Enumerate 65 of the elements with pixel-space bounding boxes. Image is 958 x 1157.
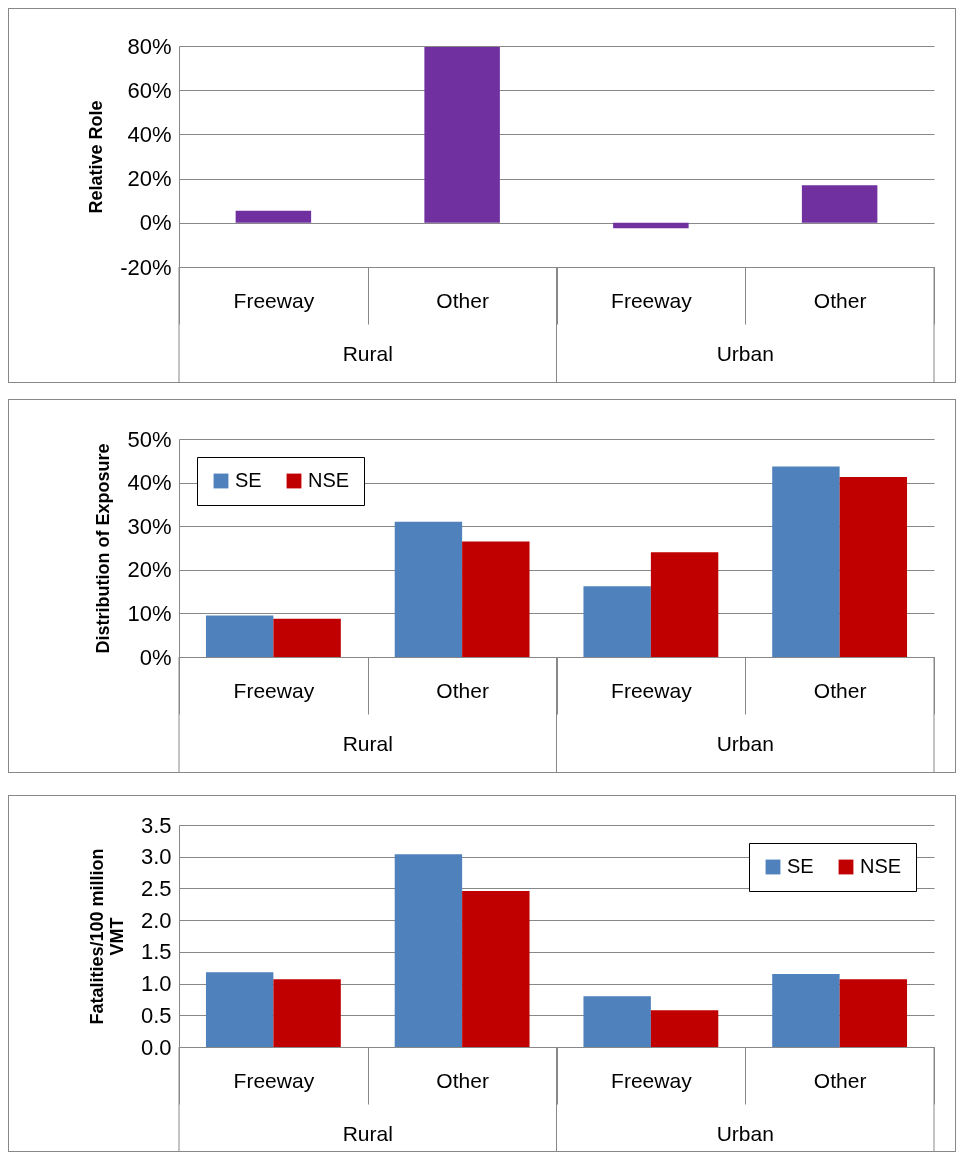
legend-label: NSE xyxy=(308,469,350,491)
legend-label: SE xyxy=(235,469,262,491)
bar xyxy=(273,618,341,657)
text: Rural xyxy=(342,732,393,755)
x-tick-label: Other xyxy=(813,1068,867,1092)
y-tick-label: 10% xyxy=(127,600,172,626)
y-tick-label: 20% xyxy=(127,557,172,583)
bar xyxy=(801,185,878,223)
bar xyxy=(205,972,274,1047)
x-tick-label: Freeway xyxy=(233,678,315,702)
bar xyxy=(650,1010,719,1047)
y-axis-title: Fatalities/100 million VMT xyxy=(86,848,127,1025)
y-tick-label: 30% xyxy=(127,513,172,539)
y-tick-label: 3.0 xyxy=(140,844,172,870)
bar xyxy=(394,521,463,657)
x-tick-label: Freeway xyxy=(611,678,693,702)
y-tick-label: 60% xyxy=(127,77,172,103)
text: Urban xyxy=(716,732,774,755)
y-tick-label: 3.5 xyxy=(140,812,172,838)
y-tick-label: 0% xyxy=(139,210,172,236)
bar xyxy=(839,476,908,657)
bar xyxy=(772,466,840,657)
y-tick-label: 2.5 xyxy=(140,875,172,901)
y-tick-label: 0% xyxy=(139,644,172,670)
bar xyxy=(462,890,530,1047)
y-tick-label: 40% xyxy=(127,121,172,147)
x-tick-label: Other xyxy=(436,678,489,702)
x-tick-label: Other xyxy=(436,288,489,312)
bar xyxy=(273,979,341,1047)
bar xyxy=(424,47,500,223)
x-tick-label: Freeway xyxy=(611,1068,693,1092)
x-tick-label: Other xyxy=(813,678,867,702)
text: Rural xyxy=(342,342,393,365)
y-tick-label: 0.5 xyxy=(140,1002,172,1028)
legend-label: NSE xyxy=(860,855,902,877)
x-tick-label: Freeway xyxy=(233,1068,315,1092)
text: Rural xyxy=(342,1122,393,1145)
legend-label: SE xyxy=(787,855,814,877)
bar xyxy=(394,854,463,1047)
x-tick-label: Other xyxy=(436,1068,489,1092)
y-axis-title: Relative Role xyxy=(86,100,107,214)
bar xyxy=(462,541,530,657)
y-tick-label: 20% xyxy=(127,166,172,192)
bar xyxy=(205,615,274,657)
y-tick-label: 80% xyxy=(127,33,172,59)
text: Urban xyxy=(716,342,774,365)
bar xyxy=(235,210,312,223)
y-tick-label: -20% xyxy=(120,254,172,280)
x-tick-label: Other xyxy=(813,288,867,312)
y-tick-label: 2.0 xyxy=(140,907,172,933)
bar xyxy=(583,586,651,657)
y-axis-title: Distribution of Exposure xyxy=(93,443,114,654)
bar xyxy=(583,996,651,1047)
x-tick-label: Freeway xyxy=(233,288,315,312)
bar xyxy=(613,222,689,229)
x-tick-label: Freeway xyxy=(611,288,693,312)
bar xyxy=(650,552,719,657)
bar xyxy=(839,979,908,1047)
y-tick-label: 40% xyxy=(127,470,172,496)
y-tick-label: 50% xyxy=(127,426,172,452)
y-tick-label: 0.0 xyxy=(140,1034,172,1060)
y-tick-label: 1.5 xyxy=(140,939,172,965)
text: Urban xyxy=(716,1122,774,1145)
bar xyxy=(772,974,840,1047)
y-tick-label: 1.0 xyxy=(140,971,172,997)
